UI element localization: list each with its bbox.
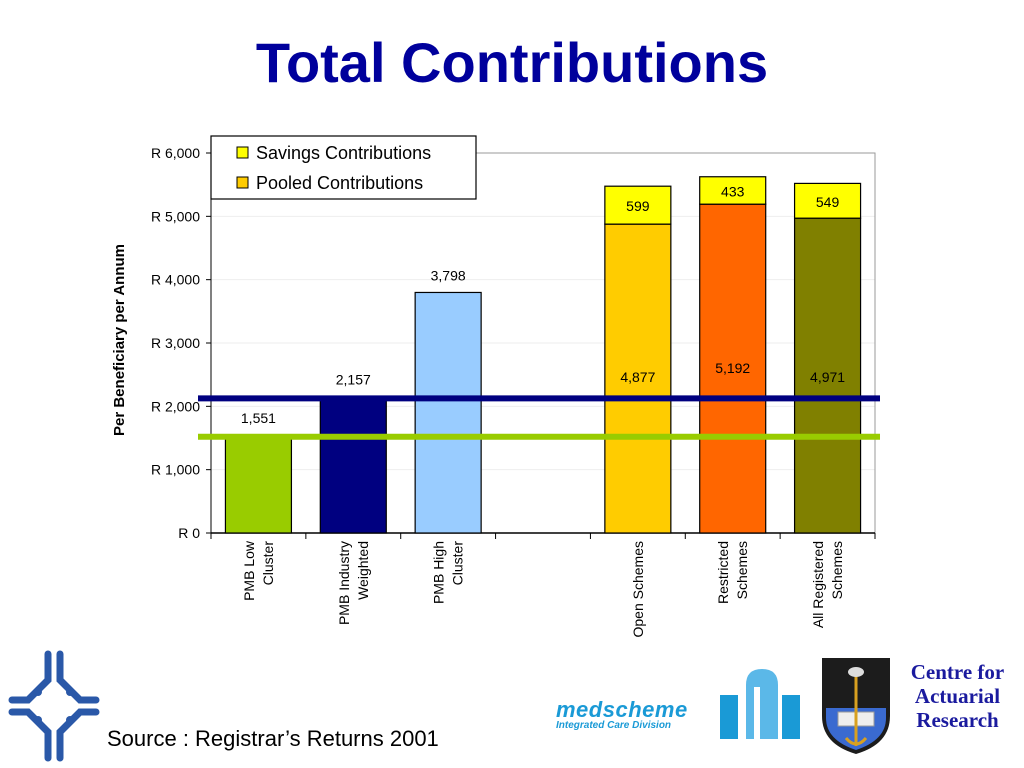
data-label-savings: 599: [626, 198, 650, 214]
x-tick-label: Schemes: [734, 541, 750, 599]
x-tick-label: Schemes: [829, 541, 845, 599]
data-label: 3,798: [431, 267, 466, 283]
car-line-3: Research: [916, 708, 999, 732]
data-label: 2,157: [336, 371, 371, 387]
x-tick-label: Open Schemes: [630, 541, 646, 638]
bar-pooled: [224, 434, 293, 534]
x-tick-label: PMB Industry: [336, 541, 352, 625]
medscheme-subtitle: Integrated Care Division: [556, 720, 672, 731]
x-tick-label: Cluster: [260, 541, 276, 586]
cross-logo-icon: [8, 650, 100, 762]
bar-chart: R 0 R 1,000 R 2,000 R 3,000 R 4,000 R 5,000 R …: [111, 135, 880, 638]
x-tick-label: PMB High: [431, 541, 447, 604]
y-tick-label: R 2,000: [151, 398, 200, 414]
y-tick-label: R 3,000: [151, 335, 200, 351]
bar-pooled: [414, 291, 482, 534]
y-axis: R 0 R 1,000 R 2,000 R 3,000 R 4,000 R 5,000 R …: [151, 145, 212, 541]
data-label-pooled: 4,971: [810, 369, 845, 385]
x-axis: PMB Low Cluster PMB Industry Weighted PMB Hi…: [210, 532, 876, 638]
y-tick-label: R 0: [178, 525, 200, 541]
bar-savings: [604, 185, 672, 225]
legend-swatch-savings: [236, 146, 249, 159]
legend-box: [210, 135, 477, 200]
data-label-savings: 433: [721, 183, 745, 199]
bar-savings: [699, 176, 767, 205]
x-tick-label: Weighted: [355, 541, 371, 600]
source-note: Source : Registrar’s Returns 2001: [107, 726, 439, 751]
x-tick-label: Restricted: [715, 541, 731, 604]
y-axis-label: Per Beneficiary per Annum: [111, 244, 128, 436]
y-tick-label: R 6,000: [151, 145, 200, 161]
y-tick-label: R 4,000: [151, 272, 200, 288]
bar-pooled: [699, 203, 767, 534]
data-label-pooled: 5,192: [715, 360, 750, 376]
x-tick-label: PMB Low: [241, 540, 257, 601]
bar-savings: [793, 182, 862, 219]
legend-label-pooled: Pooled Contributions: [256, 173, 423, 193]
centre-actuarial-research-logo: Centre for Actuarial Research: [895, 660, 1020, 732]
bar-pooled: [793, 217, 862, 534]
car-line-2: Actuarial: [914, 684, 1001, 708]
bars: 1,551 2,157 3,798 599 4,877 433 5,192 549 4,971: [224, 176, 862, 534]
medscheme-logo: medscheme Integrated Care Division: [556, 697, 688, 731]
legend-label-savings: Savings Contributions: [256, 143, 431, 163]
y-tick-label: R 5,000: [151, 208, 200, 224]
data-label-pooled: 4,877: [620, 369, 655, 385]
gridlines: [211, 152, 875, 471]
data-label: 1,551: [241, 410, 276, 426]
data-label-savings: 549: [816, 194, 840, 210]
bar-pooled: [319, 395, 387, 534]
x-tick-label: All Registered: [810, 541, 826, 628]
legend: Savings Contributions Pooled Contributio…: [210, 135, 477, 200]
crest-logo-icon: [822, 658, 890, 754]
x-tick-label: Cluster: [450, 541, 466, 586]
medscheme-name: medscheme: [556, 697, 688, 722]
slide-title: Total Contributions: [255, 31, 769, 94]
medscheme-symbol-icon: [720, 669, 800, 739]
legend-swatch-pooled: [236, 176, 249, 189]
reference-lines: [198, 395, 880, 440]
car-line-1: Centre for: [910, 660, 1005, 684]
bar-pooled: [604, 223, 672, 534]
y-tick-label: R 1,000: [151, 462, 200, 478]
